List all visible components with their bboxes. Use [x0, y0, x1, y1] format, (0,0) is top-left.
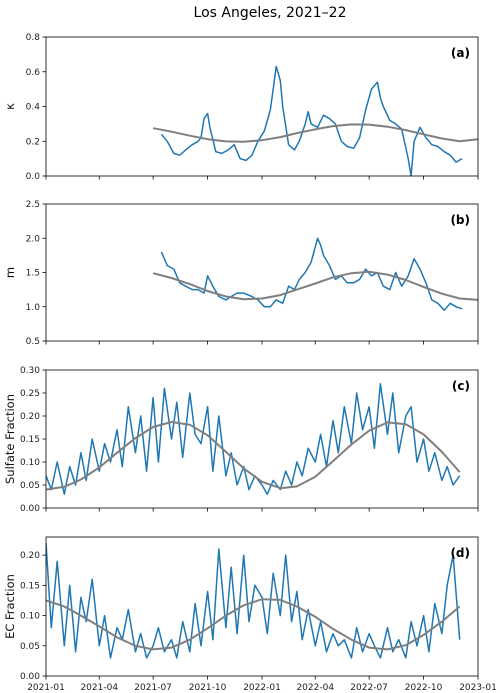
y-tick-label: 0.10: [20, 458, 40, 468]
fit-line: [152, 270, 478, 301]
x-tick-label: 2021-01: [27, 683, 65, 693]
y-tick-label: 0.4: [26, 103, 41, 113]
y-tick-label: 0.5: [26, 337, 40, 347]
x-tick-label: 2021-04: [80, 683, 118, 693]
y-tick-label: 0.8: [26, 33, 41, 43]
series-line: [160, 237, 463, 311]
y-tick-label: 2.0: [26, 234, 41, 244]
y-axis-label: EC Fraction: [3, 574, 17, 639]
series-line: [160, 65, 463, 176]
y-tick-label: 0.6: [26, 68, 41, 78]
x-tick-label: 2022-07: [350, 683, 388, 693]
series-line: [46, 383, 461, 495]
y-tick-label: 0.15: [20, 581, 40, 591]
y-tick-label: 0.05: [20, 481, 40, 491]
y-tick-label: 0.00: [20, 672, 40, 682]
y-axis-label: m: [3, 267, 17, 278]
x-tick-label: 2022-10: [405, 683, 443, 693]
figure-title: Los Angeles, 2021–22: [194, 5, 347, 21]
y-tick-label: 0.15: [20, 435, 40, 445]
x-tick-label: 2022-04: [296, 683, 334, 693]
y-tick-label: 0.00: [20, 504, 40, 514]
chart-panel-c: 0.00 0.05 0.10 0.15 0.20 0.25 0.30 Sulfate Frac…: [3, 366, 479, 514]
fit-line: [46, 421, 461, 491]
panel-label: (b): [450, 213, 470, 227]
fit-line: [152, 123, 478, 143]
y-tick-label: 0.25: [20, 389, 40, 399]
y-tick-label: 0.20: [20, 551, 40, 561]
y-tick-label: 0.2: [26, 137, 40, 147]
panels-group: 0.00.20.40.60.8κ(a)0.51.01.52.02.5m(b)0.…: [3, 33, 497, 693]
panel-label: (a): [451, 46, 470, 60]
y-tick-label: 1.5: [26, 269, 40, 279]
y-tick-label: 1.0: [26, 303, 41, 313]
y-tick-label: 0.30: [20, 366, 40, 376]
fit-line: [46, 598, 461, 651]
y-tick-label: 0.10: [20, 612, 40, 622]
y-axis-label: Sulfate Fraction: [3, 394, 17, 484]
y-tick-label: 0.20: [20, 412, 40, 422]
y-tick-label: 0.0: [26, 172, 41, 182]
chart-panel-d: 0.00 0.05 0.10 0.15 0.20 2021-01 2021-04 2021-0…: [3, 536, 497, 693]
panel-label: (c): [452, 379, 470, 393]
x-tick-label: 2021-07: [134, 683, 172, 693]
y-tick-label: 0.05: [20, 642, 40, 652]
y-tick-label: 2.5: [26, 200, 40, 210]
x-tick-label: 2023-01: [459, 683, 497, 693]
chart-panel-a: 0.0 0.2 0.4 0.6 0.8 κ (a): [3, 33, 479, 182]
chart-panel-b: 0.5 1.0 1.5 2.0 2.5 m (b): [3, 200, 479, 347]
x-tick-label: 2021-10: [189, 683, 227, 693]
y-axis-label: κ: [3, 103, 17, 110]
panel-label: (d): [450, 546, 470, 560]
x-tick-label: 2022-01: [243, 683, 281, 693]
